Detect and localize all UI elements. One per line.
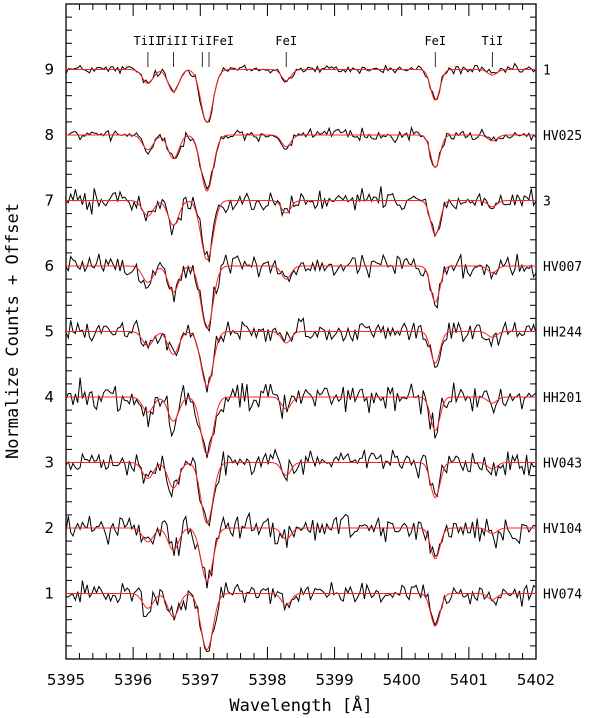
observed-spectrum: [65, 62, 537, 123]
line-id-label: TiII: [159, 34, 188, 48]
x-tick-label: 5395: [47, 671, 85, 689]
y-tick-label: 8: [44, 126, 54, 144]
y-tick-labels: 1 2 3 4 5 6 7 8 9: [44, 61, 54, 603]
series-label: HV104: [543, 522, 582, 537]
observed-spectrum: [65, 580, 537, 653]
series-label: HV007: [543, 260, 582, 275]
y-axis-label: Normalize Counts + Offset: [3, 203, 23, 459]
y-tick-label: 4: [44, 388, 54, 406]
line-id-label: TiI: [482, 34, 504, 48]
line-id-label: TiIFeI: [191, 34, 234, 48]
y-tick-label: 2: [44, 519, 54, 537]
line-id-label: FeI: [424, 34, 446, 48]
model-spectrum: [66, 69, 536, 123]
observed-spectrum: [65, 377, 537, 459]
x-tick-label: 5402: [517, 671, 555, 689]
x-tick-label: 5401: [450, 671, 488, 689]
model-spectrum: [66, 593, 536, 651]
model-spectrum: [66, 200, 536, 261]
line-id-label: FeI: [275, 34, 297, 48]
observed-spectrum: [65, 448, 537, 528]
y-tick-label: 1: [44, 585, 54, 603]
observed-spectrum: [65, 186, 537, 263]
y-tick-label: 5: [44, 323, 54, 341]
line-id-label: TiII: [133, 34, 162, 48]
model-spectrum: [66, 396, 536, 456]
model-spectrum: [66, 265, 536, 329]
y-tick-label: 7: [44, 192, 54, 210]
model-spectrum: [66, 134, 536, 192]
observed-spectrum: [65, 317, 537, 393]
x-tick-label: 5399: [315, 671, 353, 689]
x-tick-label: 5398: [248, 671, 286, 689]
series-label: HH201: [543, 391, 582, 406]
series-label: HV025: [543, 129, 582, 144]
model-spectrum: [66, 527, 536, 582]
x-tick-label: 5396: [114, 671, 152, 689]
x-axis-label: Wavelength [Å]: [229, 694, 372, 716]
spectra: [65, 62, 537, 653]
y-tick-label: 6: [44, 257, 54, 275]
star-labels: 1 HV025 3 HV007 HH244 HH201 HV043 HV104 HV074: [543, 64, 582, 603]
model-spectrum: [66, 462, 536, 524]
series-label: 1: [543, 64, 551, 79]
x-tick-labels: 5395 5396 5397 5398 5399 5400 5401 5402: [47, 671, 555, 689]
observed-spectrum: [65, 511, 537, 589]
x-tick-label: 5400: [383, 671, 421, 689]
series-label: 3: [543, 195, 551, 210]
series-label: HV043: [543, 457, 582, 472]
y-tick-label: 9: [44, 61, 54, 79]
series-label: HH244: [543, 326, 582, 341]
series-label: HV074: [543, 588, 582, 603]
model-spectrum: [66, 331, 536, 387]
observed-spectrum: [65, 252, 537, 333]
x-tick-label: 5397: [181, 671, 219, 689]
y-tick-label: 3: [44, 454, 54, 472]
